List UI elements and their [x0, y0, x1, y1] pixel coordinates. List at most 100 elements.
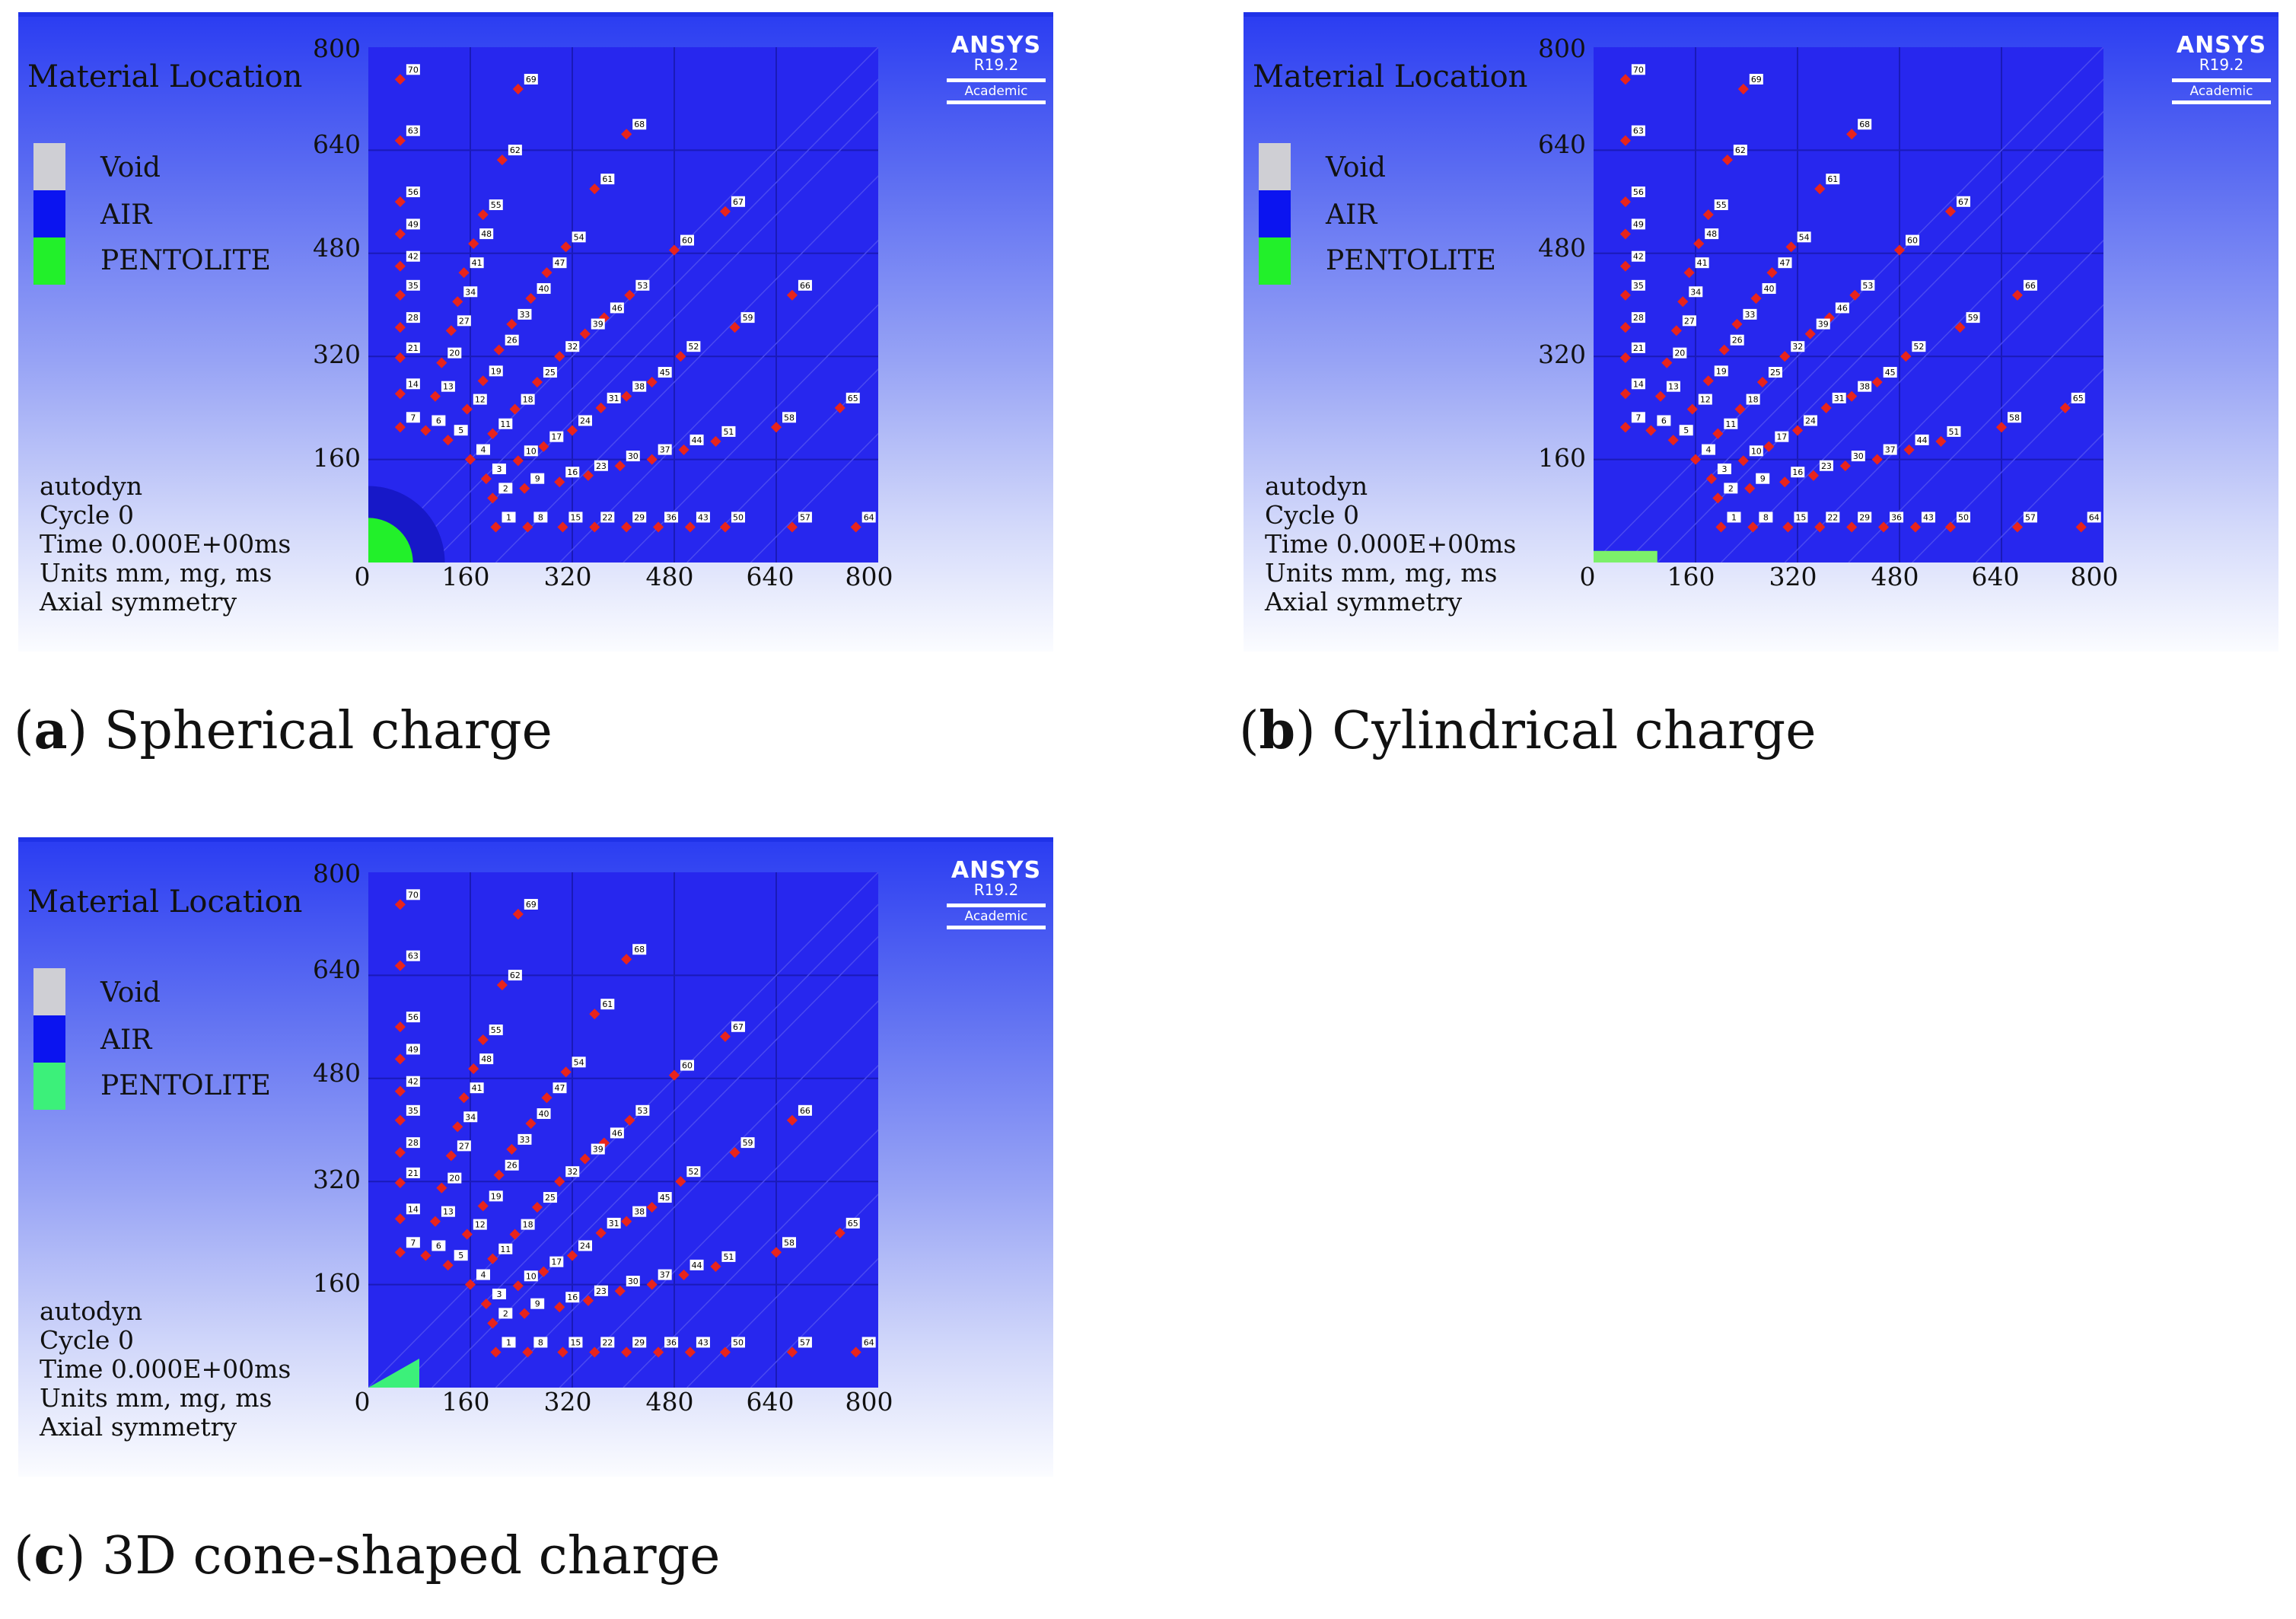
gauge-label-box	[731, 1337, 745, 1348]
x-tick-0: 0	[354, 562, 371, 591]
info-symmetry: Axial symmetry	[40, 1412, 237, 1442]
gauge-point-marker	[1670, 325, 1682, 336]
gauge-point-marker	[850, 1347, 861, 1358]
info-cycle: Cycle 0	[40, 1325, 134, 1355]
gauge-label-box	[680, 234, 694, 246]
gauge-label-box	[508, 970, 522, 981]
gauge-point-label: 38	[1859, 382, 1870, 392]
gauge-point-label: 29	[634, 1337, 645, 1347]
gauge-point-label: 7	[410, 1238, 416, 1248]
gauge-label-box	[632, 1337, 647, 1348]
gauge-label-box	[524, 74, 538, 85]
gauge-point-marker	[394, 196, 406, 208]
gauge-label-box	[431, 1240, 446, 1251]
gauge-label-box	[658, 1269, 672, 1280]
gauge-point-marker	[1744, 483, 1756, 494]
gauge-point-label: 4	[481, 1270, 486, 1280]
gauge-point-label: 60	[1907, 236, 1918, 246]
logo-bar-2	[947, 100, 1046, 104]
logo-bar	[947, 904, 1046, 907]
gauge-label-box	[1759, 512, 1773, 523]
gauge-point-label: 44	[692, 435, 702, 445]
gauge-label-box	[502, 1337, 516, 1348]
gauge-point-marker	[1747, 521, 1759, 533]
gauge-point-label: 8	[538, 512, 543, 522]
gauge-point-marker	[786, 289, 798, 301]
gauge-point-label: 28	[408, 1138, 419, 1148]
gauge-point-label: 26	[1732, 336, 1743, 346]
gauge-point-label: 56	[408, 187, 419, 197]
gauge-point-marker	[531, 1201, 543, 1213]
info-cycle: Cycle 0	[40, 500, 134, 530]
gauge-label-box	[549, 1256, 564, 1267]
gauge-point-marker	[1820, 402, 1832, 413]
gauge-point-label: 62	[510, 145, 521, 155]
gauge-label-box	[533, 1337, 548, 1348]
gauge-point-marker	[1846, 521, 1858, 533]
gauge-label-box	[1631, 250, 1645, 262]
gauge-point-marker	[512, 455, 524, 467]
gauge-point-marker	[1871, 454, 1883, 465]
gauge-point-label: 39	[593, 1145, 603, 1155]
gauge-label-box	[721, 1251, 736, 1262]
gauge-label-box	[578, 1240, 592, 1251]
gauge-label-box	[658, 444, 672, 455]
gauge-label-box	[489, 1025, 503, 1036]
gauge-label-box	[1804, 415, 1817, 426]
gauge-point-marker	[1645, 425, 1657, 436]
info-solver: autodyn	[40, 471, 143, 501]
gauge-label-box	[479, 1053, 494, 1065]
gauge-point-label: 34	[465, 1112, 476, 1122]
gauge-label-box	[489, 199, 503, 211]
gauge-label-box	[447, 347, 462, 359]
x-tick-160: 160	[1667, 562, 1715, 591]
gauge-point-marker	[538, 441, 549, 452]
gauge-label-box	[476, 1269, 490, 1280]
gauge-label-box	[1762, 283, 1776, 295]
gauge-point-marker	[1766, 267, 1778, 279]
gauge-label-box	[607, 1217, 621, 1229]
gauge-point-label: 40	[1764, 284, 1775, 294]
gauge-point-label: 44	[692, 1260, 702, 1270]
gauge-point-marker	[668, 1069, 680, 1081]
gauge-point-marker	[729, 322, 740, 333]
gauge-point-label: 6	[436, 1241, 441, 1251]
gauge-point-label: 54	[1799, 232, 1810, 242]
gauge-label-box	[1724, 418, 1738, 429]
gauge-point-label: 46	[612, 303, 623, 313]
gauge-label-box	[845, 392, 860, 403]
gauge-point-marker	[1807, 470, 1820, 481]
gauge-label-box	[1689, 286, 1703, 298]
gauge-label-box	[406, 378, 420, 390]
gauge-ray	[559, 239, 878, 563]
gauge-point-marker	[2011, 289, 2024, 301]
gauge-point-label: 5	[458, 1251, 463, 1260]
gauge-label-box	[537, 283, 551, 295]
gauge-point-label: 2	[503, 483, 508, 493]
gauge-point-marker	[1903, 444, 1915, 455]
gauge-point-label: 57	[800, 512, 810, 522]
gauge-point-label: 62	[1735, 145, 1746, 155]
panel-a: Material Location Void AIR PENTOLITE aut…	[18, 12, 1053, 652]
caption-a: (a) Spherical charge	[14, 700, 553, 761]
y-tick-480: 480	[1538, 233, 1586, 263]
gauge-point-marker	[614, 460, 626, 472]
gauge-point-label: 18	[523, 395, 533, 405]
gauge-point-marker	[595, 402, 607, 413]
gauge-label-box	[2023, 279, 2037, 291]
gauge-point-label: 50	[733, 1337, 744, 1347]
gauge-point-marker	[506, 318, 517, 330]
panel-top-edge	[18, 837, 1053, 842]
y-tick-800: 800	[313, 859, 361, 888]
x-tick-0: 0	[1579, 562, 1596, 591]
gauge-point-marker	[394, 422, 406, 433]
gauge-point-label: 4	[1706, 445, 1712, 455]
gauge-point-label: 19	[1716, 366, 1727, 376]
gauge-point-label: 45	[1885, 368, 1896, 378]
gauge-label-box	[406, 1012, 420, 1023]
gauge-point-marker	[394, 388, 406, 400]
gauge-point-label: 31	[609, 394, 619, 403]
gauge-point-marker	[582, 1295, 594, 1306]
gauge-point-marker	[621, 1216, 632, 1227]
y-tick-160: 160	[313, 1268, 361, 1298]
